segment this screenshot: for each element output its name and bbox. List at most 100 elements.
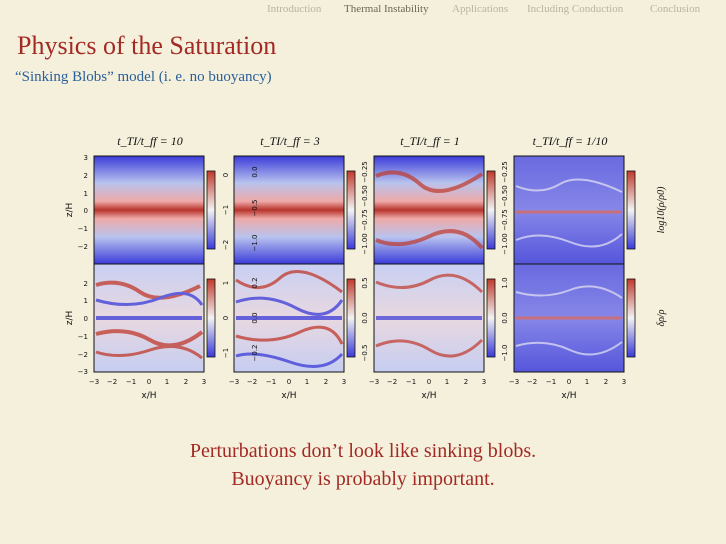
perturbation-structures-col1 [95, 280, 204, 360]
cbar-tick: 0.0 [251, 312, 259, 323]
colorbar-bottom-col3 [486, 278, 496, 358]
svg-text:−1: −1 [266, 378, 276, 386]
colorbar-bottom-col2 [346, 278, 356, 358]
cbar-tick: −0.75 [361, 209, 369, 230]
svg-text:2: 2 [464, 378, 468, 386]
svg-text:1: 1 [445, 378, 449, 386]
svg-text:2: 2 [84, 172, 88, 180]
svg-text:−1: −1 [126, 378, 136, 386]
svg-text:0: 0 [427, 378, 431, 386]
colorbar-bottom-col1 [206, 278, 216, 358]
perturbation-structures-col2 [235, 270, 344, 368]
cbar-tick: −1 [222, 205, 230, 215]
svg-text:−2: −2 [107, 378, 117, 386]
colorbar-top-col1 [206, 170, 216, 250]
nav-item-including-conduction[interactable]: Including Conduction [527, 3, 624, 15]
svg-text:−3: −3 [89, 378, 99, 386]
cbar-tick: 0.2 [251, 277, 259, 288]
x-axis-col4: −3 −2 −1 0 1 2 3 [509, 378, 626, 386]
svg-text:−3: −3 [509, 378, 519, 386]
cbar-tick: −1.0 [501, 345, 509, 362]
section-navigation: Introduction Thermal Instability Applica… [0, 0, 726, 20]
panel-title-4: t_TI/t_ff = 1/10 [533, 134, 608, 148]
nav-item-thermal-instability[interactable]: Thermal Instability [344, 3, 429, 15]
svg-text:2: 2 [604, 378, 608, 386]
cbar-tick: −0.5 [361, 345, 369, 362]
svg-text:3: 3 [482, 378, 486, 386]
cbar-tick: −0.5 [251, 200, 259, 217]
perturbation-structures-col4 [515, 178, 623, 356]
x-axis-col2: −3 −2 −1 0 1 2 3 [229, 378, 346, 386]
svg-text:−1: −1 [78, 225, 88, 233]
svg-text:0: 0 [84, 207, 88, 215]
svg-text:2: 2 [324, 378, 328, 386]
svg-text:1: 1 [585, 378, 589, 386]
cbar-tick: −1.00 [501, 233, 509, 254]
svg-text:1: 1 [84, 190, 88, 198]
x-axis-label-col4: x/H [561, 391, 576, 401]
x-axis-label-col1: x/H [141, 391, 156, 401]
svg-text:3: 3 [622, 378, 626, 386]
svg-text:−1: −1 [546, 378, 556, 386]
slide-title: Physics of the Saturation [17, 31, 277, 60]
conclusion-line-1: Perturbations don’t look like sinking bl… [189, 440, 537, 462]
svg-text:3: 3 [202, 378, 206, 386]
nav-item-applications[interactable]: Applications [452, 3, 509, 15]
cbar-tick: 1 [222, 281, 230, 285]
svg-text:1: 1 [305, 378, 309, 386]
y-axis-top: 3 2 1 0 −1 −2 [78, 154, 88, 251]
svg-text:−2: −2 [247, 378, 257, 386]
svg-text:−1: −1 [78, 333, 88, 341]
svg-text:3: 3 [84, 154, 88, 162]
cbar-tick: 0.0 [361, 312, 369, 323]
density-map-col2 [233, 155, 345, 265]
slide-subtitle: “Sinking Blobs” model (i. e. no buoyancy… [15, 69, 272, 85]
svg-text:0: 0 [84, 315, 88, 323]
colorbar-top-col3 [486, 170, 496, 250]
svg-text:2: 2 [184, 378, 188, 386]
colorbar-label-perturbation: δρ/ρ [656, 309, 667, 326]
colorbar-label-density: log10(ρ/ρ0) [656, 186, 667, 233]
svg-text:−3: −3 [369, 378, 379, 386]
cbar-tick: 0 [222, 173, 230, 177]
cbar-tick: 0 [222, 316, 230, 320]
cbar-tick: −0.50 [501, 185, 509, 206]
svg-text:0: 0 [287, 378, 291, 386]
svg-text:0: 0 [147, 378, 151, 386]
density-map-col1 [93, 155, 205, 265]
nav-item-conclusion[interactable]: Conclusion [650, 3, 701, 15]
svg-text:−1: −1 [406, 378, 416, 386]
x-axis-col3: −3 −2 −1 0 1 2 3 [369, 378, 486, 386]
x-axis-col1: −3 −2 −1 0 1 2 3 [89, 378, 206, 386]
x-axis-label-col2: x/H [281, 391, 296, 401]
conclusion-line-2: Buoyancy is probably important. [231, 468, 495, 490]
x-axis-label-col3: x/H [421, 391, 436, 401]
cbar-tick: −2 [222, 240, 230, 250]
panel-title-1: t_TI/t_ff = 10 [117, 134, 182, 148]
cbar-tick: 0.0 [251, 166, 259, 177]
colorbar-top-col4 [626, 170, 636, 250]
colorbar-bottom-col4 [626, 278, 636, 358]
svg-text:1: 1 [165, 378, 169, 386]
nav-item-introduction[interactable]: Introduction [267, 3, 322, 15]
cbar-tick: −1 [222, 348, 230, 358]
svg-text:1: 1 [84, 297, 88, 305]
panel-title-2: t_TI/t_ff = 3 [260, 134, 319, 148]
cbar-tick: 0.5 [361, 277, 369, 288]
svg-text:3: 3 [342, 378, 346, 386]
cbar-tick: −1.00 [361, 233, 369, 254]
svg-text:−2: −2 [78, 243, 88, 251]
perturbation-structures-col3 [375, 170, 484, 358]
cbar-tick: −1.0 [251, 235, 259, 252]
y-axis-label-top: z/H [65, 203, 75, 218]
cbar-tick: 1.0 [501, 277, 509, 288]
svg-text:2: 2 [84, 280, 88, 288]
svg-text:−2: −2 [387, 378, 397, 386]
cbar-tick: −0.25 [361, 161, 369, 182]
cbar-tick: −0.50 [361, 185, 369, 206]
cbar-tick: −0.2 [251, 345, 259, 362]
density-map-col4 [513, 155, 625, 265]
y-axis-bottom: 2 1 0 −1 −2 −3 [78, 280, 88, 376]
svg-text:−2: −2 [527, 378, 537, 386]
